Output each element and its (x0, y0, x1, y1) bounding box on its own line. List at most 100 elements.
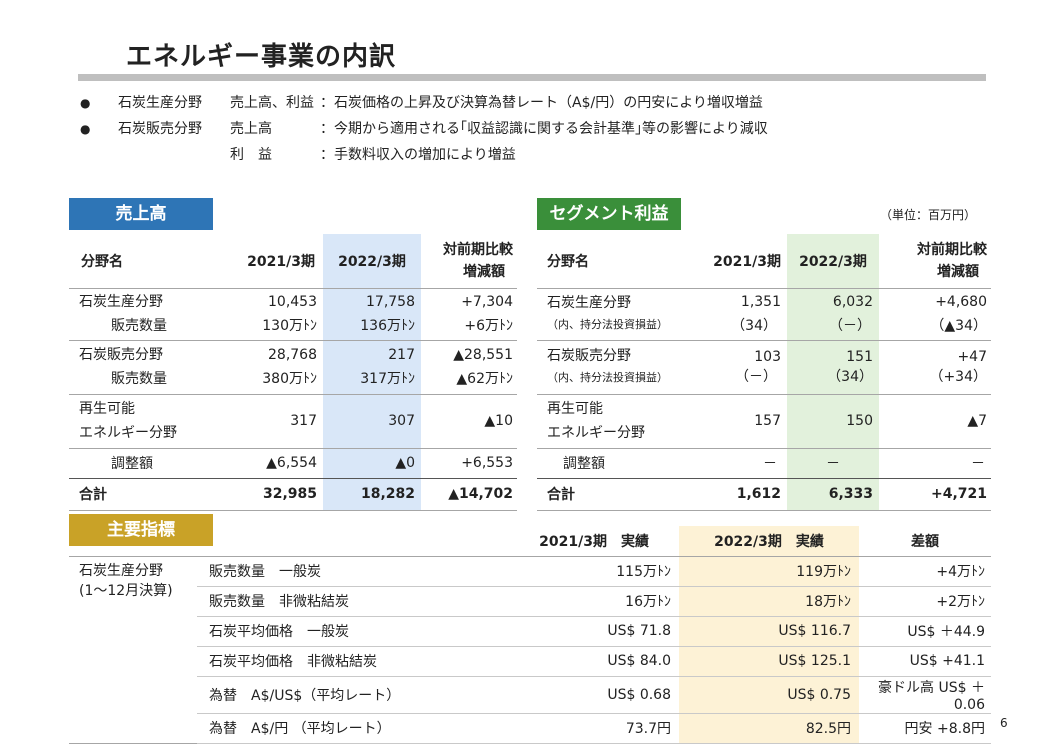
bullet-icon: ● (80, 96, 91, 110)
kpi-group-label: 石炭生産分野 (79, 562, 163, 579)
cell-2022: 6,032 （－） (787, 288, 879, 340)
table-row: 為替 A$/円 （平均レート） 73.7円 82.5円 円安 +8.8円 (69, 713, 991, 744)
note-metric: 売上高、利益 (230, 95, 314, 111)
sub-value: （34） (731, 318, 777, 334)
value: 103 (754, 349, 781, 365)
cell-2021: 10,453 130万ﾄﾝ (219, 288, 323, 340)
table-row: 石炭販売分野 （内、持分法投資損益） 103 （－） 151 （34） +47 … (537, 340, 991, 394)
cell-diff: ▲28,551 ▲62万ﾄﾝ (421, 340, 517, 394)
header-diff-line1: 対前期比較 (443, 241, 513, 258)
row-name: 調整額 (111, 456, 153, 472)
row-name: 石炭販売分野 （内、持分法投資損益） (537, 340, 687, 394)
kpi-2022: 18万ﾄﾝ (679, 586, 859, 617)
cell-2022: 17,758 136万ﾄﾝ (323, 288, 421, 340)
total-2022: 18,282 (323, 478, 421, 510)
sub-value: （▲34） (930, 318, 987, 334)
sub-value: 317万ﾄﾝ (360, 371, 415, 387)
segment-table: 分野名 2021/3期 2022/3期 対前期比較 増減額 石炭生産分野 （内、… (537, 234, 991, 511)
row-label: 石炭販売分野 (547, 348, 631, 364)
kpi-2022: 82.5円 (679, 713, 859, 744)
total-diff: +4,721 (930, 486, 987, 502)
kpi-item: 為替 A$/円 （平均レート） (197, 713, 441, 744)
note-metric: 利 益 (230, 147, 272, 163)
cell-2021: 28,768 380万ﾄﾝ (219, 340, 323, 394)
header-name: 分野名 (81, 253, 123, 270)
cell-2021: 1,351 （34） (687, 288, 787, 340)
note-text: ：石炭価格の上昇及び決算為替レート（A$/円）の円安により増収増益 (320, 95, 763, 111)
sub-value: （－） (735, 369, 777, 385)
kpi-2021: 115万ﾄﾝ (441, 556, 679, 587)
row-sublabel: エネルギー分野 (79, 425, 177, 441)
value: +47 (957, 349, 987, 365)
header-name: 分野名 (547, 253, 589, 270)
total-label: 合計 (79, 487, 107, 503)
header-blank (69, 526, 197, 556)
header-2022: 2022/3期 実績 (679, 526, 859, 556)
kpi-item: 販売数量 一般炭 (197, 556, 441, 587)
note-item: ● 石炭生産分野 売上高、利益 ：石炭価格の上昇及び決算為替レート（A$/円）の… (80, 90, 768, 116)
row-label: 石炭販売分野 (79, 347, 163, 363)
header-2021: 2021/3期 実績 (539, 533, 649, 550)
notes-list: ● 石炭生産分野 売上高、利益 ：石炭価格の上昇及び決算為替レート（A$/円）の… (80, 90, 768, 168)
kpi-2021: US$ 71.8 (441, 616, 679, 647)
header-diff: 対前期比較 増減額 (421, 234, 517, 288)
cell-2021: ▲6,554 (266, 455, 317, 471)
cell-diff: － (971, 456, 985, 472)
cell-2021: 317 (290, 413, 317, 429)
row-sublabel: （内、持分法投資損益） (547, 318, 668, 331)
row-label: 石炭生産分野 (547, 295, 631, 311)
sub-value: （－） (829, 318, 871, 334)
header-2022: 2022/3期 (787, 234, 879, 288)
table-row: 調整額 － － － (537, 448, 991, 478)
sub-value: ▲62万ﾄﾝ (456, 371, 513, 387)
value: 1,351 (740, 294, 781, 310)
row-sublabel: 販売数量 (111, 318, 167, 334)
value: 6,032 (832, 294, 873, 310)
header-2022: 2022/3期 (323, 234, 421, 288)
sub-value: 130万ﾄﾝ (262, 318, 317, 334)
table-row: 石炭平均価格 非微粘結炭 US$ 84.0 US$ 125.1 US$ +41.… (69, 646, 991, 677)
sub-value: 380万ﾄﾝ (262, 371, 317, 387)
total-2021: 32,985 (262, 486, 317, 502)
bullet-blank (80, 142, 118, 168)
row-label: 再生可能 (547, 401, 603, 417)
note-metric: 売上高 (230, 121, 272, 137)
kpi-2021: US$ 84.0 (441, 646, 679, 677)
table-row: 石炭平均価格 一般炭 US$ 71.8 US$ 116.7 US$ ＋44.9 (69, 616, 991, 647)
cell-2021: 157 (754, 413, 781, 429)
unit-label: （単位：百万円） (880, 208, 977, 222)
row-sublabel: エネルギー分野 (547, 425, 645, 441)
note-text: ：今期から適用される｢収益認識に関する会計基準｣等の影響により減収 (320, 121, 768, 137)
kpi-table: 2021/3期 実績 2022/3期 実績 差額 石炭生産分野 (1～12月決算… (69, 526, 991, 744)
header-diff-line2: 増減額 (937, 263, 979, 280)
total-diff: ▲14,702 (448, 486, 513, 502)
header-diff: 差額 (911, 533, 939, 550)
value: 217 (388, 347, 415, 363)
kpi-diff: 円安 +8.8円 (859, 713, 991, 744)
cell-diff: +4,680 （▲34） (879, 288, 991, 340)
note-field: 石炭販売分野 (118, 121, 202, 137)
header-diff-line2: 増減額 (463, 263, 505, 280)
cell-diff: +7,304 +6万ﾄﾝ (421, 288, 517, 340)
value: +7,304 (461, 294, 513, 310)
header-2021: 2021/3期 (713, 253, 781, 270)
sub-value: 136万ﾄﾝ (360, 318, 415, 334)
table-row: 石炭生産分野 販売数量 10,453 130万ﾄﾝ 17,758 136万ﾄﾝ … (69, 288, 517, 340)
table-row: 販売数量 非微粘結炭 16万ﾄﾝ 18万ﾄﾝ +2万ﾄﾝ (69, 586, 991, 617)
total-2022: 6,333 (787, 478, 879, 510)
note-field (118, 142, 230, 168)
kpi-group-sublabel: (1～12月決算) (79, 582, 173, 599)
sub-value: +6万ﾄﾝ (464, 318, 513, 334)
kpi-group: 石炭生産分野 (1～12月決算) (69, 556, 197, 744)
kpi-item: 石炭平均価格 一般炭 (197, 616, 441, 647)
kpi-2021: 73.7円 (441, 713, 679, 744)
table-row: 調整額 ▲6,554 ▲0 +6,553 (69, 448, 517, 478)
header-diff: 対前期比較 増減額 (879, 234, 991, 288)
row-label: 再生可能 (79, 401, 135, 417)
table-row: 為替 A$/US$（平均レート） US$ 0.68 US$ 0.75 豪ドル高 … (69, 676, 991, 714)
segment-section-label: セグメント利益 (537, 198, 681, 230)
cell-2022: 217 317万ﾄﾝ (323, 340, 421, 394)
kpi-2022: 119万ﾄﾝ (679, 556, 859, 587)
kpi-item: 石炭平均価格 非微粘結炭 (197, 646, 441, 677)
sales-section-label: 売上高 (69, 198, 213, 230)
